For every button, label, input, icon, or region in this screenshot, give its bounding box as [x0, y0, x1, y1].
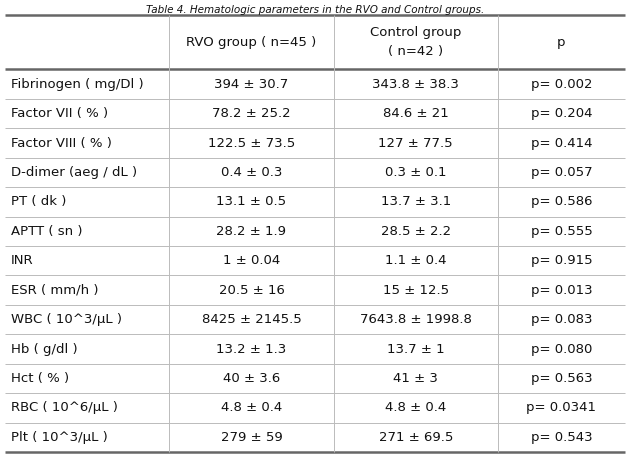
Text: Factor VIII ( % ): Factor VIII ( % ) — [11, 137, 112, 149]
Text: 13.7 ± 3.1: 13.7 ± 3.1 — [381, 195, 451, 208]
Text: p= 0.002: p= 0.002 — [530, 78, 592, 90]
Text: 122.5 ± 73.5: 122.5 ± 73.5 — [208, 137, 295, 149]
Text: 0.3 ± 0.1: 0.3 ± 0.1 — [385, 166, 447, 179]
Text: p= 0.543: p= 0.543 — [530, 431, 592, 444]
Text: 13.1 ± 0.5: 13.1 ± 0.5 — [216, 195, 287, 208]
Text: 279 ± 59: 279 ± 59 — [220, 431, 282, 444]
Text: 127 ± 77.5: 127 ± 77.5 — [379, 137, 453, 149]
Text: p= 0.0341: p= 0.0341 — [527, 401, 597, 414]
Text: Factor VII ( % ): Factor VII ( % ) — [11, 107, 108, 120]
Text: p= 0.586: p= 0.586 — [530, 195, 592, 208]
Text: 20.5 ± 16: 20.5 ± 16 — [219, 284, 284, 297]
Text: p= 0.563: p= 0.563 — [530, 372, 592, 385]
Text: 13.7 ± 1: 13.7 ± 1 — [387, 342, 445, 356]
Text: p= 0.080: p= 0.080 — [530, 342, 592, 356]
Text: RVO group ( n=45 ): RVO group ( n=45 ) — [186, 36, 317, 49]
Text: ESR ( mm/h ): ESR ( mm/h ) — [11, 284, 98, 297]
Text: 84.6 ± 21: 84.6 ± 21 — [383, 107, 449, 120]
Text: Fibrinogen ( mg/Dl ): Fibrinogen ( mg/Dl ) — [11, 78, 144, 90]
Text: p= 0.555: p= 0.555 — [530, 225, 592, 238]
Text: 40 ± 3.6: 40 ± 3.6 — [223, 372, 280, 385]
Text: INR: INR — [11, 254, 33, 267]
Text: PT ( dk ): PT ( dk ) — [11, 195, 66, 208]
Text: p= 0.013: p= 0.013 — [530, 284, 592, 297]
Text: 1.1 ± 0.4: 1.1 ± 0.4 — [385, 254, 447, 267]
Text: Plt ( 10^3/μL ): Plt ( 10^3/μL ) — [11, 431, 108, 444]
Text: Hct ( % ): Hct ( % ) — [11, 372, 69, 385]
Text: p: p — [557, 36, 566, 49]
Text: APTT ( sn ): APTT ( sn ) — [11, 225, 83, 238]
Text: 15 ± 12.5: 15 ± 12.5 — [382, 284, 449, 297]
Text: WBC ( 10^3/μL ): WBC ( 10^3/μL ) — [11, 313, 122, 326]
Text: 28.5 ± 2.2: 28.5 ± 2.2 — [381, 225, 451, 238]
Text: 4.8 ± 0.4: 4.8 ± 0.4 — [221, 401, 282, 414]
Text: p= 0.915: p= 0.915 — [530, 254, 592, 267]
Text: Control group
( n=42 ): Control group ( n=42 ) — [370, 26, 461, 58]
Text: 4.8 ± 0.4: 4.8 ± 0.4 — [385, 401, 447, 414]
Text: RBC ( 10^6/μL ): RBC ( 10^6/μL ) — [11, 401, 118, 414]
Text: Table 4. Hematologic parameters in the RVO and Control groups.: Table 4. Hematologic parameters in the R… — [146, 5, 484, 15]
Text: 41 ± 3: 41 ± 3 — [393, 372, 438, 385]
Text: 28.2 ± 1.9: 28.2 ± 1.9 — [217, 225, 287, 238]
Text: 1 ± 0.04: 1 ± 0.04 — [223, 254, 280, 267]
Text: p= 0.083: p= 0.083 — [530, 313, 592, 326]
Text: Hb ( g/dl ): Hb ( g/dl ) — [11, 342, 77, 356]
Text: 0.4 ± 0.3: 0.4 ± 0.3 — [220, 166, 282, 179]
Text: 78.2 ± 25.2: 78.2 ± 25.2 — [212, 107, 291, 120]
Text: 271 ± 69.5: 271 ± 69.5 — [379, 431, 453, 444]
Text: 7643.8 ± 1998.8: 7643.8 ± 1998.8 — [360, 313, 472, 326]
Text: p= 0.204: p= 0.204 — [530, 107, 592, 120]
Text: 343.8 ± 38.3: 343.8 ± 38.3 — [372, 78, 459, 90]
Text: 13.2 ± 1.3: 13.2 ± 1.3 — [216, 342, 287, 356]
Text: 394 ± 30.7: 394 ± 30.7 — [214, 78, 289, 90]
Text: p= 0.414: p= 0.414 — [530, 137, 592, 149]
Text: p= 0.057: p= 0.057 — [530, 166, 592, 179]
Text: D-dimer (aeg / dL ): D-dimer (aeg / dL ) — [11, 166, 137, 179]
Text: 8425 ± 2145.5: 8425 ± 2145.5 — [202, 313, 301, 326]
